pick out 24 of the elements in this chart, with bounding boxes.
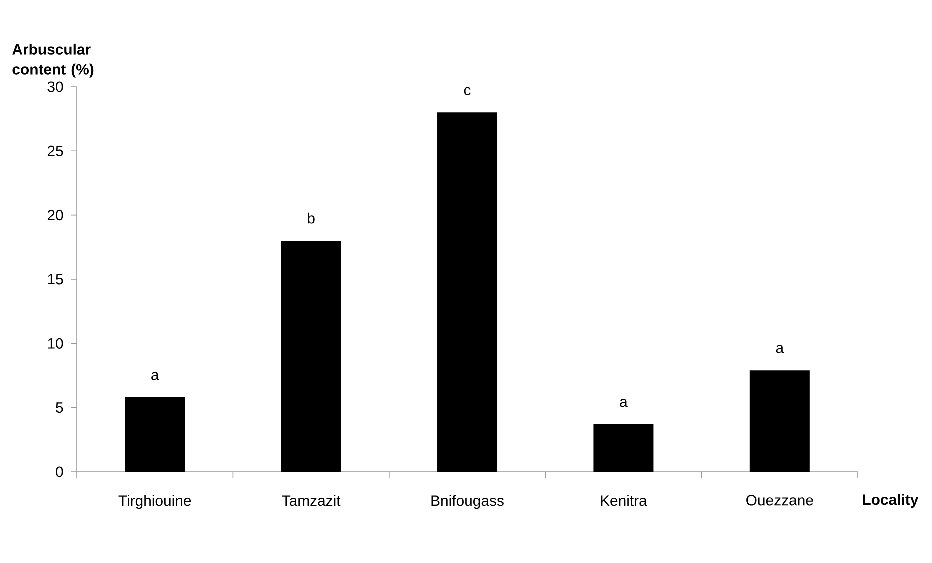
x-tick-label: Tamzazit — [282, 495, 341, 506]
x-tick-label: Tirghiouine — [118, 495, 192, 510]
x-axis-title: Locality — [863, 494, 919, 508]
annotation: a — [152, 372, 160, 380]
x-tick-label: Ouezzane — [746, 495, 814, 506]
y-tick-label: 5 — [56, 402, 64, 414]
y-axis-title: Arbuscular content (%) — [12, 44, 94, 78]
y-tick-label: 10 — [48, 338, 64, 349]
y-tick-label: 30 — [48, 82, 64, 92]
bar — [750, 370, 810, 472]
annotation: a — [620, 399, 628, 408]
y-tick-label: 15 — [48, 274, 64, 285]
annotation: b — [308, 212, 315, 224]
y-tick-label: 0 — [56, 466, 64, 478]
bar — [438, 112, 498, 472]
annotation: a — [776, 345, 784, 354]
y-tick-label: 25 — [48, 146, 64, 156]
y-tick-label: 20 — [48, 210, 64, 221]
bar — [594, 424, 654, 472]
annotation: c — [464, 87, 471, 96]
bar — [281, 240, 342, 472]
x-tick-label: Kenitra — [601, 495, 648, 506]
bar — [125, 398, 186, 472]
x-tick-label: Bnifougass — [432, 495, 504, 510]
